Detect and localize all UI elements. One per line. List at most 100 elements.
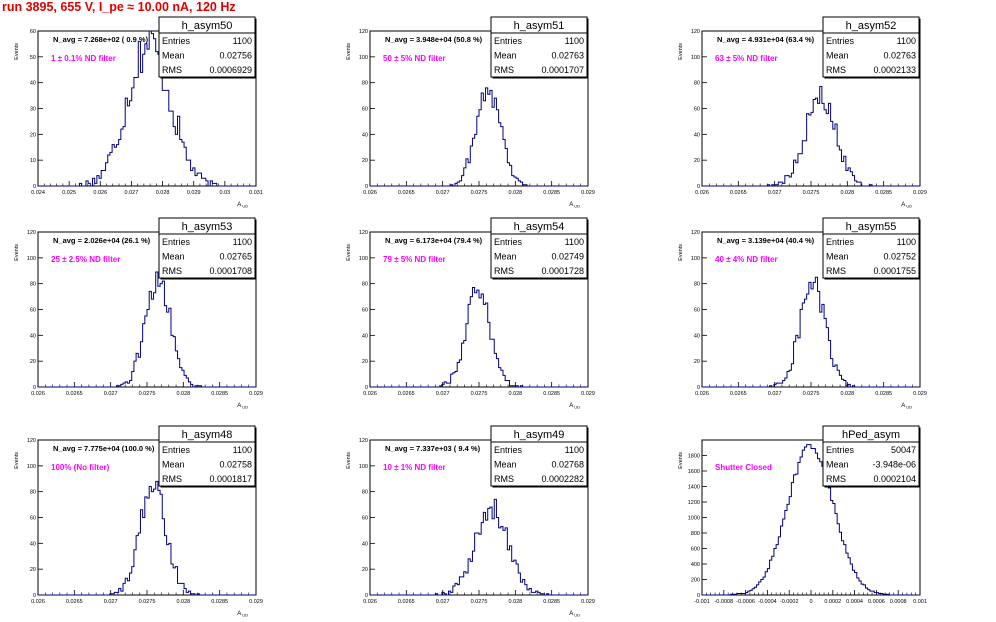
x-tick-label: 0.027 [104, 599, 118, 605]
histogram-panel-h_asym50: 0.024 0.025 0.026 0.027 0.028 0.029 0.03 0.031 0… [14, 16, 263, 209]
x-tick-label: 0.029 [913, 190, 927, 196]
stats-label: Mean [494, 252, 517, 262]
stats-label: Mean [826, 460, 849, 470]
y-axis-label: Events [346, 452, 352, 469]
y-tick-label: 100 [27, 256, 36, 262]
x-tick-label: 0.027 [768, 190, 782, 196]
x-tick-label: 0.0285 [543, 391, 560, 397]
x-tick-label: 0.031 [249, 190, 263, 196]
stats-label: Mean [162, 252, 185, 262]
stats-box-frame [158, 425, 256, 487]
x-tick-label: 0.026 [363, 599, 377, 605]
stats-value: 0.02765 [219, 252, 252, 262]
stats-value: 0.0001728 [541, 266, 584, 276]
stats-value: 0.02758 [219, 460, 252, 470]
stats-value: 0.02752 [883, 252, 916, 262]
x-tick-label: 0.028 [508, 391, 522, 397]
histogram-name: h_asym53 [182, 221, 233, 233]
y-tick-label: 120 [27, 230, 36, 236]
y-tick-label: 0 [365, 593, 368, 599]
x-tick-label: 0.029 [249, 391, 263, 397]
stats-box: h_asym54 Entries 1100 Mean 0.02749 RMS 0.00017… [490, 217, 589, 280]
x-axis-label: AUD [569, 202, 580, 209]
y-axis-label: Events [14, 244, 20, 261]
stats-label: Entries [826, 36, 855, 46]
y-tick-label: 120 [359, 29, 368, 35]
y-axis-label: Events [14, 43, 20, 60]
x-tick-label: 0.0285 [543, 599, 560, 605]
filter-label: 79 ± 5% ND filter [383, 255, 446, 264]
stats-value: 0.0002282 [541, 474, 584, 484]
stats-label: RMS [826, 65, 846, 75]
navg-label: N_avg = 3.139e+04 (40.4 %) [717, 236, 815, 245]
y-tick-label: 100 [691, 256, 700, 262]
x-tick-label: -0.0004 [758, 599, 777, 605]
y-tick-label: 120 [691, 230, 700, 236]
filter-label: 1 ± 0.1% ND filter [51, 54, 116, 63]
y-tick-label: 60 [694, 308, 700, 314]
y-tick-label: 40 [362, 132, 368, 138]
histogram-series [702, 276, 920, 388]
y-tick-label: 20 [30, 132, 36, 138]
x-tick-label: 0.0006 [868, 599, 885, 605]
stats-box: h_asym53 Entries 1100 Mean 0.02765 RMS 0.00017… [158, 217, 257, 280]
x-tick-label: -0.0006 [736, 599, 755, 605]
histogram-series [370, 287, 588, 388]
stats-box-frame [158, 217, 256, 279]
stats-value: 0.0001708 [209, 266, 252, 276]
stats-label: Entries [494, 445, 523, 455]
y-tick-label: 60 [30, 516, 36, 522]
stats-label: Entries [826, 237, 855, 247]
stats-value: 0.02763 [883, 51, 916, 61]
y-tick-label: 100 [27, 464, 36, 470]
y-tick-label: 80 [694, 81, 700, 87]
filter-label: 50 ± 5% ND filter [383, 54, 446, 63]
y-axis-label: Events [678, 452, 684, 469]
x-tick-label: 0 [809, 599, 812, 605]
y-tick-label: 40 [694, 132, 700, 138]
x-axis-label: AUD [901, 202, 912, 209]
histogram-name: h_asym48 [182, 429, 233, 441]
x-tick-label: 0.027 [125, 190, 139, 196]
x-tick-label: -0.0008 [714, 599, 733, 605]
x-tick-label: 0.028 [156, 190, 170, 196]
x-tick-label: 0.028 [508, 190, 522, 196]
y-tick-label: 60 [362, 308, 368, 314]
histogram-panel-h_asym54: 0.026 0.0265 0.027 0.0275 0.028 0.0285 0.029 0 2… [346, 217, 595, 410]
stats-box: h_asym51 Entries 1100 Mean 0.02763 RMS 0.00017… [490, 16, 589, 79]
stats-box: h_asym48 Entries 1100 Mean 0.02758 RMS 0.00018… [158, 425, 257, 488]
stats-box: hPed_asym Entries 50047 Mean -3.948e-06 RMS 0.… [822, 425, 921, 488]
histogram-name: h_asym49 [514, 429, 565, 441]
y-axis-label: Events [14, 452, 20, 469]
stats-value: 0.02763 [551, 51, 584, 61]
x-tick-label: 0.0265 [398, 190, 415, 196]
stats-label: Entries [162, 445, 191, 455]
x-tick-label: 0.029 [581, 391, 595, 397]
x-tick-label: 0.0275 [139, 391, 156, 397]
x-tick-label: 0.0275 [803, 190, 820, 196]
filter-label: 63 ± 5% ND filter [715, 54, 778, 63]
y-tick-label: 20 [362, 567, 368, 573]
x-tick-label: 0.0002 [824, 599, 841, 605]
y-tick-label: 40 [694, 333, 700, 339]
stats-label: Mean [162, 51, 185, 61]
y-tick-label: 120 [359, 438, 368, 444]
x-axis-label: AUD [237, 611, 248, 618]
stats-box: h_asym49 Entries 1100 Mean 0.02768 RMS 0.00022… [490, 425, 589, 488]
navg-label: N_avg = 2.026e+04 (26.1 %) [53, 236, 151, 245]
stats-value: 1100 [565, 237, 584, 247]
stats-label: Entries [162, 237, 191, 247]
stats-value: 0.0001755 [873, 266, 916, 276]
stats-label: RMS [494, 65, 514, 75]
stats-box-frame [822, 425, 920, 487]
y-tick-label: 0 [365, 184, 368, 190]
histogram-series [38, 30, 256, 187]
x-tick-label: 0.0285 [211, 391, 228, 397]
x-tick-label: 0.026 [363, 190, 377, 196]
y-tick-label: 400 [691, 562, 700, 568]
y-tick-label: 60 [362, 107, 368, 113]
stats-label: Entries [494, 237, 523, 247]
x-tick-label: 0.029 [187, 190, 201, 196]
y-tick-label: 60 [694, 107, 700, 113]
